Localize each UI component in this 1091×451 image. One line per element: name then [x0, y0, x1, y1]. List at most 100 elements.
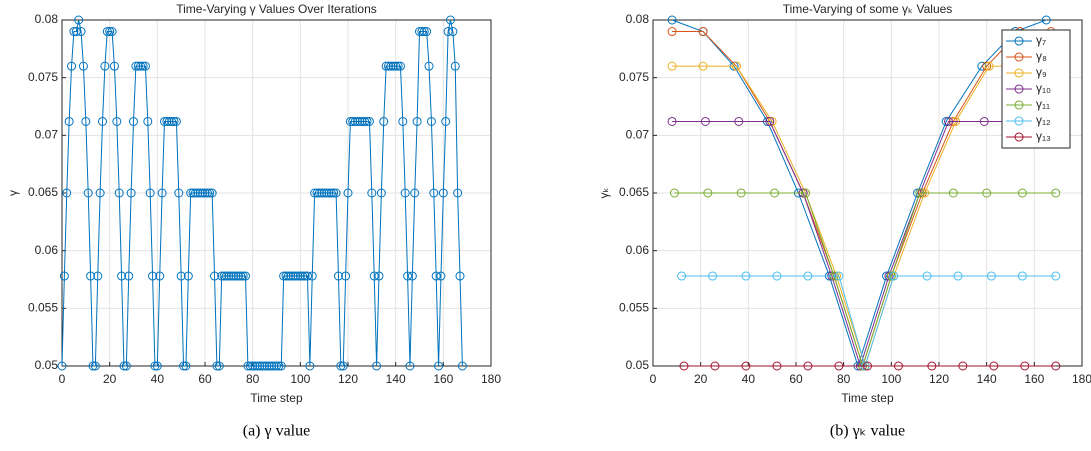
data-point [276, 361, 286, 371]
data-point [107, 27, 117, 37]
data-point [314, 188, 324, 198]
legend-label: γ₁₃ [1036, 129, 1051, 143]
data-point [59, 271, 69, 281]
x-tick-label: 160 [433, 372, 453, 386]
y-tick-label: 0.055 [619, 301, 649, 315]
data-point [803, 271, 813, 281]
data-point [884, 271, 894, 281]
y-tick-label: 0.07 [35, 128, 59, 142]
data-point [305, 361, 315, 371]
data-point [102, 27, 112, 37]
data-point [367, 188, 377, 198]
data-point [188, 188, 198, 198]
data-point [157, 188, 167, 198]
data-point [372, 361, 382, 371]
data-point [205, 188, 215, 198]
data-point [269, 361, 279, 371]
data-point [143, 116, 153, 126]
data-point [121, 361, 131, 371]
data-point [424, 61, 434, 71]
data-point [250, 361, 260, 371]
data-point [171, 116, 181, 126]
data-point [698, 61, 708, 71]
x-tick-label: 160 [1024, 372, 1044, 386]
legend-label: γ₁₀ [1036, 81, 1051, 95]
data-point [386, 61, 396, 71]
data-point [429, 188, 439, 198]
data-point [179, 361, 189, 371]
data-point [736, 188, 746, 198]
series-line [681, 275, 1056, 368]
data-point [741, 361, 751, 371]
data-point [193, 188, 203, 198]
data-point [245, 361, 255, 371]
data-point [288, 271, 298, 281]
data-point [300, 271, 310, 281]
data-point [88, 361, 98, 371]
data-point [233, 271, 243, 281]
y-axis-label: γₖ [597, 187, 611, 198]
data-point [801, 188, 811, 198]
legend-marker [1014, 132, 1024, 142]
x-tick-label: 0 [650, 372, 657, 386]
data-point [69, 27, 79, 37]
data-point [448, 27, 458, 37]
data-point [310, 188, 320, 198]
y-tick-label: 0.065 [619, 185, 649, 199]
x-tick-label: 100 [290, 372, 310, 386]
data-point [395, 61, 405, 71]
x-tick-label: 60 [198, 372, 212, 386]
data-point [74, 15, 84, 25]
data-point [698, 27, 708, 37]
data-point [117, 271, 127, 281]
data-point [1041, 15, 1051, 25]
data-point [338, 361, 348, 371]
caption: (b) γₖ value [830, 423, 905, 440]
data-point [364, 116, 374, 126]
data-point [915, 188, 925, 198]
data-point [1017, 271, 1027, 281]
data-point [152, 361, 162, 371]
data-point [212, 361, 222, 371]
y-tick-label: 0.055 [28, 301, 58, 315]
data-point [398, 116, 408, 126]
y-tick-label: 0.07 [626, 128, 650, 142]
data-point [71, 27, 81, 37]
data-point [105, 27, 115, 37]
data-point [882, 271, 892, 281]
data-point [415, 27, 424, 37]
data-point [455, 271, 465, 281]
data-point [64, 116, 74, 126]
data-point [119, 361, 129, 371]
data-point [210, 271, 220, 281]
legend-marker [1014, 36, 1024, 46]
data-point [345, 116, 355, 126]
data-point [181, 361, 191, 371]
caption: (a) γ value [243, 423, 310, 440]
data-point [834, 361, 844, 371]
data-point [434, 361, 444, 371]
data-point [155, 271, 165, 281]
data-point [419, 27, 429, 37]
data-point [322, 188, 332, 198]
data-point [989, 361, 999, 371]
data-point [248, 361, 258, 371]
data-point [312, 188, 322, 198]
data-point [393, 61, 403, 71]
y-tick-label: 0.08 [35, 12, 59, 26]
data-point [834, 271, 844, 281]
y-tick-label: 0.06 [626, 243, 650, 257]
data-point [221, 271, 231, 281]
x-tick-label: 20 [694, 372, 708, 386]
data-point [241, 271, 251, 281]
data-point [381, 61, 391, 71]
data-point [95, 188, 105, 198]
y-axis-label: γ [6, 190, 20, 196]
data-point [274, 361, 284, 371]
data-point [295, 271, 305, 281]
legend-marker [1014, 52, 1024, 62]
data-point [78, 61, 88, 71]
data-point [982, 188, 992, 198]
data-point [357, 116, 367, 126]
